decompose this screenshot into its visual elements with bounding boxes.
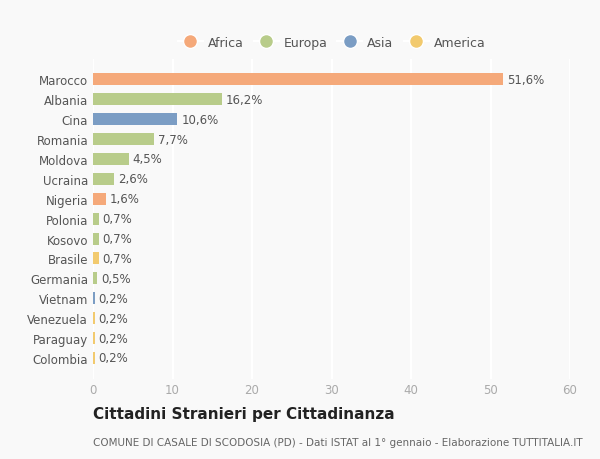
Bar [93, 193, 106, 205]
Text: Cittadini Stranieri per Cittadinanza: Cittadini Stranieri per Cittadinanza [93, 406, 395, 421]
Bar [93, 273, 97, 285]
Text: 0,7%: 0,7% [103, 252, 132, 265]
Bar [93, 154, 129, 166]
Bar [93, 213, 98, 225]
Bar [93, 233, 98, 245]
Legend: Africa, Europa, Asia, America: Africa, Europa, Asia, America [175, 34, 488, 52]
Text: 2,6%: 2,6% [118, 173, 148, 186]
Text: 0,5%: 0,5% [101, 272, 131, 285]
Text: 51,6%: 51,6% [507, 73, 544, 87]
Text: 10,6%: 10,6% [181, 113, 218, 126]
Text: COMUNE DI CASALE DI SCODOSIA (PD) - Dati ISTAT al 1° gennaio - Elaborazione TUTT: COMUNE DI CASALE DI SCODOSIA (PD) - Dati… [93, 437, 583, 447]
Text: 4,5%: 4,5% [133, 153, 163, 166]
Bar [93, 94, 222, 106]
Text: 7,7%: 7,7% [158, 133, 188, 146]
Bar [93, 114, 177, 126]
Text: 0,2%: 0,2% [98, 312, 128, 325]
Bar [93, 352, 95, 364]
Text: 0,2%: 0,2% [98, 332, 128, 345]
Text: 0,7%: 0,7% [103, 213, 132, 226]
Bar [93, 332, 95, 344]
Bar [93, 293, 95, 305]
Bar [93, 134, 154, 146]
Bar [93, 313, 95, 325]
Text: 0,2%: 0,2% [98, 292, 128, 305]
Text: 0,7%: 0,7% [103, 233, 132, 246]
Text: 0,2%: 0,2% [98, 352, 128, 365]
Text: 16,2%: 16,2% [226, 94, 263, 106]
Bar [93, 74, 503, 86]
Bar [93, 174, 113, 185]
Bar [93, 253, 98, 265]
Text: 1,6%: 1,6% [110, 193, 140, 206]
